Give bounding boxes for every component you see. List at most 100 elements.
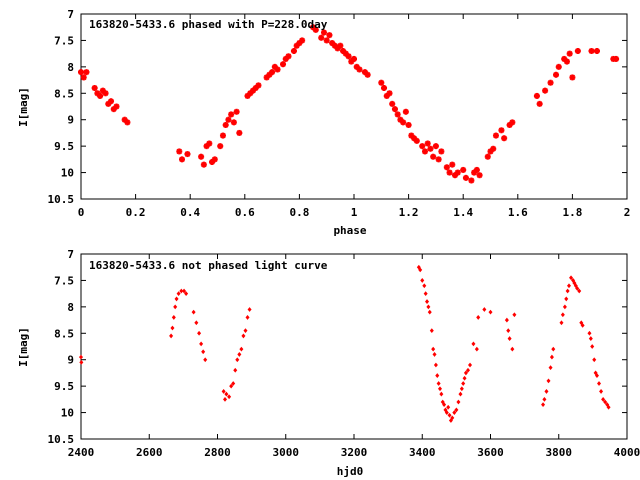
data-point [509, 119, 516, 126]
data-point [386, 90, 393, 97]
x-tick-label: 0.8 [289, 206, 309, 219]
data-point [542, 87, 549, 94]
data-point [429, 328, 434, 334]
data-point [575, 285, 580, 291]
data-point [498, 127, 505, 134]
data-point [501, 135, 508, 142]
data-point [599, 389, 604, 394]
data-point [203, 357, 208, 363]
data-point [590, 344, 595, 349]
data-point [285, 53, 292, 60]
data-point [422, 283, 427, 289]
data-point [184, 291, 189, 297]
data-point [446, 169, 453, 176]
data-point [426, 304, 431, 310]
data-point [506, 328, 511, 334]
plot-frame [80, 253, 628, 440]
data-point [405, 122, 412, 128]
data-point [444, 410, 449, 415]
data-point [435, 156, 442, 163]
data-point [179, 156, 186, 163]
data-point [182, 288, 187, 294]
x-tick-label: 1.4 [453, 206, 473, 219]
data-point [224, 391, 229, 397]
data-point [592, 357, 597, 363]
data-point [418, 267, 423, 273]
data-point [239, 346, 244, 352]
data-point [536, 100, 543, 107]
data-point [400, 119, 407, 126]
data-point [200, 161, 207, 168]
x-tick-label: 3400 [409, 446, 436, 459]
y-tick-label: 7.5 [54, 274, 74, 287]
data-point [440, 399, 445, 405]
data-point [465, 367, 470, 373]
data-point [427, 145, 434, 152]
data-point [573, 283, 578, 289]
data-point [546, 378, 551, 384]
data-point [191, 309, 196, 315]
data-point [564, 296, 569, 302]
data-point [389, 100, 396, 107]
y-tick-label: 7 [67, 248, 74, 261]
x-tick-label: 4000 [614, 446, 640, 459]
data-point [566, 283, 571, 289]
data-point [83, 69, 90, 76]
data-point [574, 48, 581, 54]
data-point [446, 404, 451, 410]
tick-marks [80, 13, 628, 200]
data-point [461, 381, 466, 386]
data-point [174, 296, 179, 302]
data-point [312, 26, 319, 33]
data-point [233, 108, 240, 115]
data-point [219, 132, 226, 139]
data-point [597, 381, 602, 386]
data-point [420, 278, 425, 283]
data-point [569, 275, 574, 281]
plot-frame [80, 13, 628, 200]
data-point [603, 399, 608, 405]
data-point [559, 320, 564, 326]
data-point [402, 108, 409, 115]
data-point [551, 346, 556, 352]
y-tick-label: 7.5 [54, 34, 74, 47]
data-point [323, 37, 330, 44]
data-point [225, 116, 232, 123]
data-point [442, 402, 447, 408]
data-point [419, 143, 426, 150]
y-tick-label: 8 [67, 61, 74, 74]
data-point [488, 309, 493, 315]
data-point [351, 55, 357, 62]
data-point [439, 391, 444, 397]
data-point [378, 79, 385, 86]
data-point [448, 418, 453, 423]
unphased-light-curve-chart: 2400 2600 2800 3000 3200 3400 3600 3800 4000 7 7.5… [17, 248, 640, 478]
data-point [549, 354, 554, 360]
data-points [78, 24, 620, 184]
data-point [563, 58, 570, 65]
data-point [391, 106, 398, 113]
data-point [241, 333, 246, 339]
data-point [197, 330, 202, 336]
data-point [482, 307, 487, 312]
data-point [588, 336, 593, 341]
data-point [326, 32, 333, 39]
data-point [222, 122, 229, 128]
data-point [170, 325, 175, 331]
data-point [235, 357, 240, 363]
data-point [194, 320, 199, 326]
data-point [437, 386, 442, 392]
y-tick-label: 9 [67, 114, 74, 127]
y-tick-label: 7 [67, 8, 74, 21]
data-point [425, 299, 430, 304]
data-point [421, 148, 428, 155]
x-tick-label: 0.4 [180, 206, 200, 219]
data-points [79, 264, 611, 423]
data-point [452, 410, 457, 415]
data-point [198, 153, 205, 160]
x-tick-label: 3800 [546, 446, 573, 459]
data-point [553, 71, 560, 78]
x-tick-label: 1.8 [562, 206, 582, 219]
data-point [169, 333, 174, 339]
data-point [290, 48, 297, 54]
